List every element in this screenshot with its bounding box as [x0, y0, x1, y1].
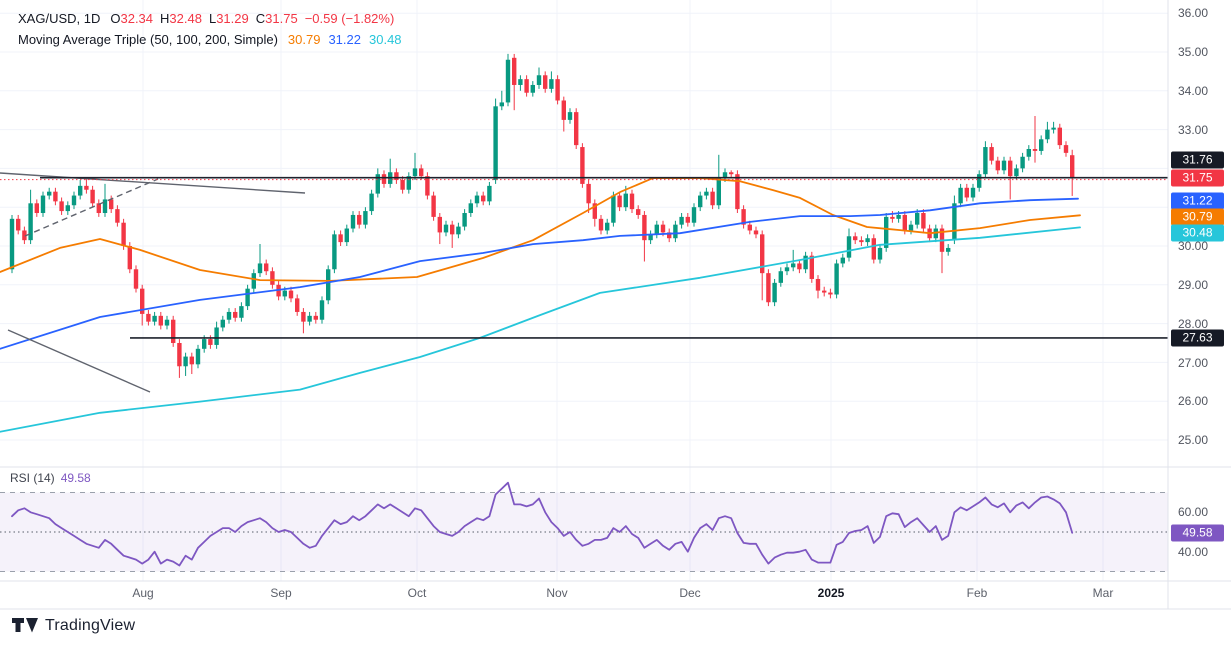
price-axis-label: 36.00 [1178, 6, 1209, 20]
change-value: −0.59 (−1.82%) [304, 11, 395, 26]
price-badge-49.58: 49.58 [1171, 524, 1224, 542]
candlestick-series [9, 53, 1075, 378]
price-badge-30.48: 30.48 [1171, 224, 1224, 242]
price-axis-label: 30.00 [1178, 239, 1209, 253]
rsi-band [0, 492, 1168, 572]
tradingview-logo-text: TradingView [45, 617, 136, 634]
ohlc-item-l: L31.29 [208, 11, 249, 26]
tradingview-logo-icon [12, 618, 38, 633]
price-badge-31.75: 31.75 [1171, 169, 1224, 187]
price-axis-label: 25.00 [1178, 433, 1209, 447]
ma-line-sma-100[interactable] [0, 197, 1079, 350]
price-axis-label: 34.00 [1178, 84, 1209, 98]
ma-legend-value-3: 30.48 [369, 32, 402, 47]
time-axis-label-Feb: Feb [966, 586, 988, 600]
price-badge-27.63: 27.63 [1171, 329, 1224, 347]
pane-borders [0, 0, 1231, 610]
rsi-legend[interactable]: RSI (14) 49.58 [10, 471, 91, 485]
trend-line-1[interactable] [0, 172, 306, 194]
trend-line-3[interactable] [7, 329, 151, 393]
price-axis-label: 33.00 [1178, 123, 1209, 137]
ma-legend-value-2: 31.22 [328, 32, 361, 47]
price-axis-label: 35.00 [1178, 45, 1209, 59]
time-axis-label-Dec: Dec [679, 586, 701, 600]
price-badge-31.76: 31.76 [1171, 151, 1224, 169]
time-axis-label-Oct: Oct [407, 586, 427, 600]
price-badge-31.22: 31.22 [1171, 192, 1224, 210]
symbol-legend-row[interactable]: XAG/USD, 1D O32.34 H32.48 L31.29 C31.75 −0.59… [18, 8, 410, 29]
ma-legend-row[interactable]: Moving Average Triple (50, 100, 200, Sim… [18, 29, 410, 50]
ohlc-item-o: O32.34 [110, 11, 154, 26]
ohlc-item-c: C31.75 [255, 11, 298, 26]
price-axis-label: 40.00 [1178, 545, 1209, 559]
time-axis-label-2025: 2025 [817, 586, 845, 600]
rsi-value: 49.58 [60, 471, 91, 485]
time-axis-label-Aug: Aug [132, 586, 154, 600]
price-axis-label: 26.00 [1178, 394, 1209, 408]
ma-legend-value-1: 30.79 [287, 32, 321, 47]
price-axis-label: 28.00 [1178, 317, 1209, 331]
price-axis-label: 29.00 [1178, 278, 1209, 292]
price-badge-30.79: 30.79 [1171, 208, 1224, 226]
tradingview-logo[interactable]: TradingView [12, 617, 135, 635]
ma-line-sma-50[interactable] [0, 177, 1081, 282]
rsi-indicator-title: RSI (14) [10, 471, 55, 485]
trend-line-2[interactable] [24, 178, 159, 237]
ma-values: 30.79 31.22 30.48 [288, 32, 410, 47]
time-axis-label-Nov: Nov [546, 586, 568, 600]
chart-legend: XAG/USD, 1D O32.34 H32.48 L31.29 C31.75 −0.59… [18, 8, 410, 50]
price-axis-label: 60.00 [1178, 505, 1209, 519]
time-axis-label-Mar: Mar [1092, 586, 1114, 600]
rsi-line[interactable] [11, 481, 1074, 567]
time-axis-label-Sep: Sep [270, 586, 292, 600]
ma-indicator-title: Moving Average Triple (50, 100, 200, Sim… [18, 32, 278, 47]
ohlc-item-h: H32.48 [160, 11, 202, 26]
ohlc-values: O32.34 H32.48 L31.29 C31.75 [110, 11, 304, 26]
ma-line-sma-200[interactable] [0, 226, 1081, 433]
symbol-title: XAG/USD, 1D [18, 11, 101, 26]
price-axis-label: 27.00 [1178, 356, 1209, 370]
